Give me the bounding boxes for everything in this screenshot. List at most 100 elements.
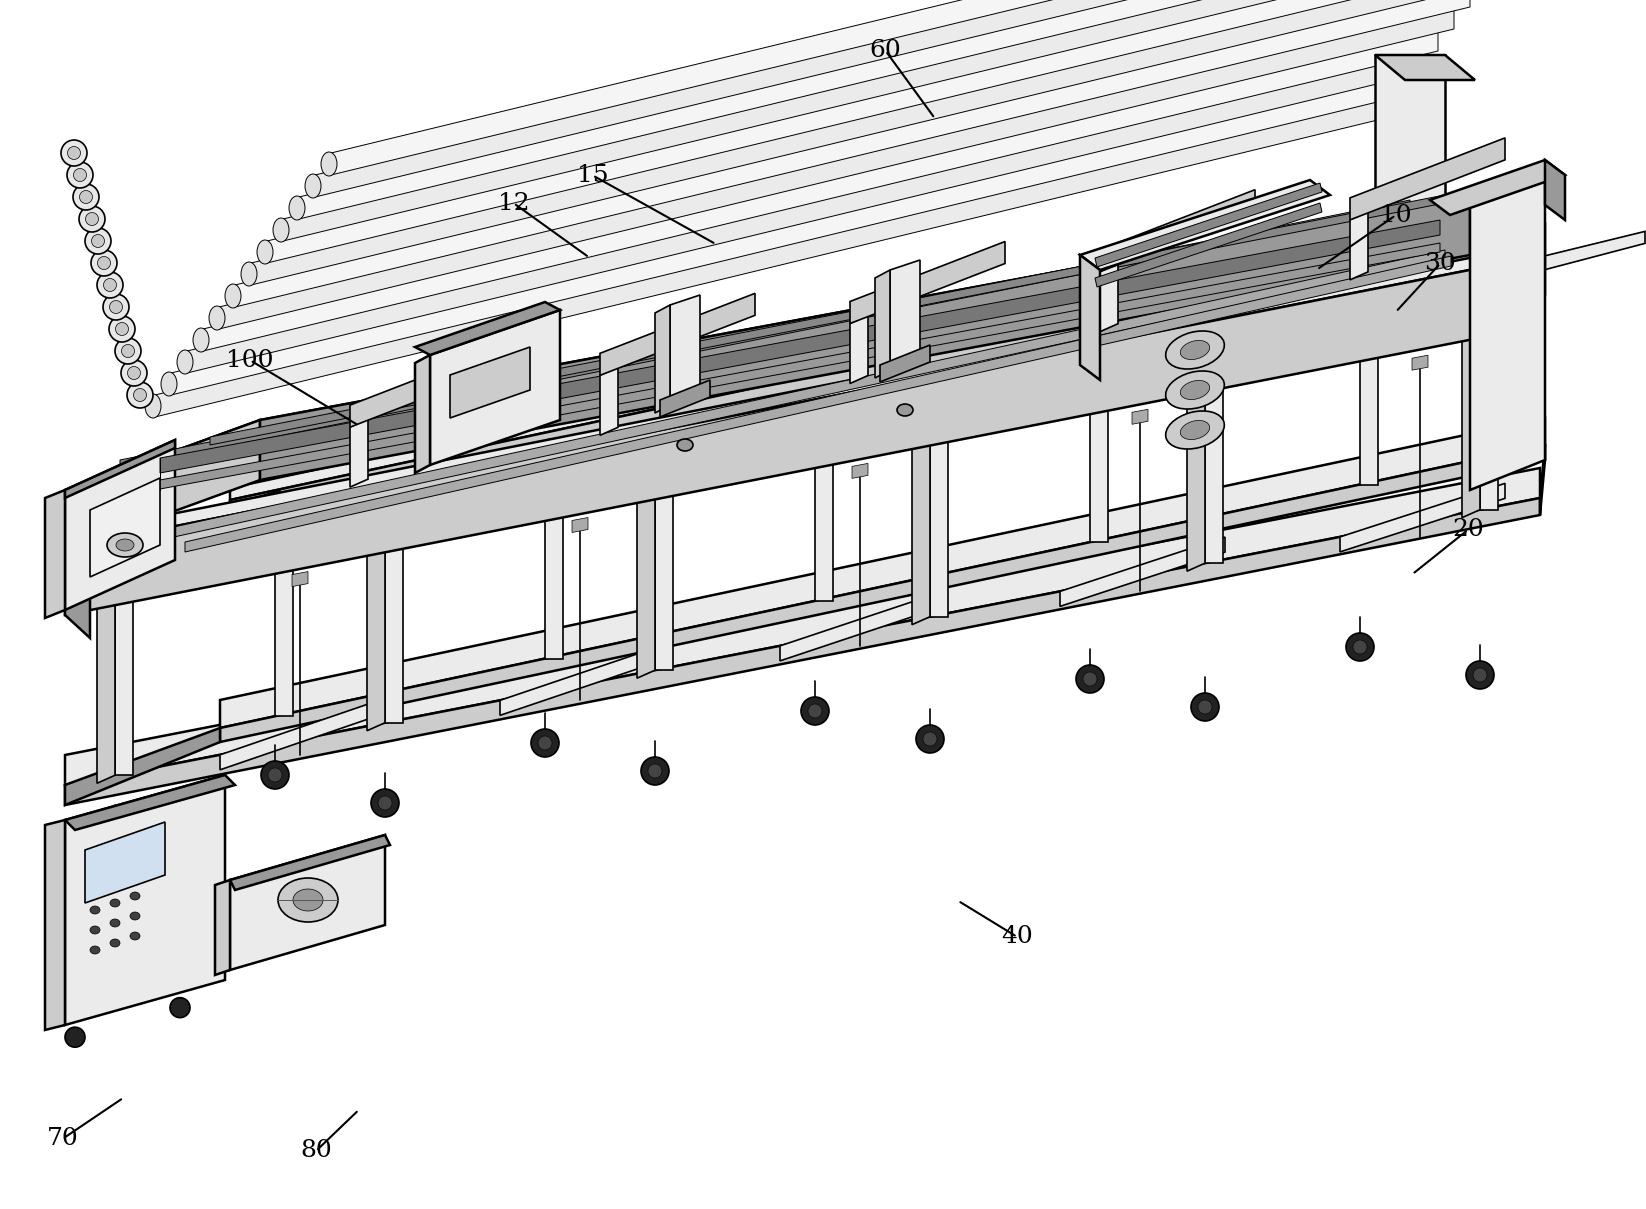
- Polygon shape: [545, 432, 563, 659]
- Polygon shape: [184, 256, 1452, 553]
- Ellipse shape: [640, 757, 668, 785]
- Polygon shape: [171, 73, 1406, 395]
- Text: 30: 30: [1424, 251, 1457, 276]
- Ellipse shape: [92, 235, 104, 248]
- Ellipse shape: [110, 939, 120, 947]
- Ellipse shape: [161, 372, 178, 397]
- Polygon shape: [1090, 316, 1108, 542]
- Polygon shape: [115, 491, 280, 554]
- Ellipse shape: [1346, 634, 1374, 661]
- Polygon shape: [1350, 138, 1504, 220]
- Polygon shape: [230, 835, 385, 970]
- Polygon shape: [1205, 325, 1223, 563]
- Ellipse shape: [1353, 640, 1366, 654]
- Polygon shape: [250, 0, 1486, 285]
- Ellipse shape: [1165, 411, 1225, 449]
- Ellipse shape: [145, 394, 161, 418]
- Polygon shape: [64, 775, 235, 831]
- Ellipse shape: [110, 919, 120, 927]
- Polygon shape: [1350, 212, 1368, 279]
- Ellipse shape: [109, 316, 135, 342]
- Ellipse shape: [802, 698, 830, 725]
- Ellipse shape: [1467, 661, 1495, 689]
- Polygon shape: [1360, 259, 1378, 485]
- Polygon shape: [1480, 231, 1644, 287]
- Polygon shape: [1470, 164, 1546, 490]
- Polygon shape: [64, 440, 174, 498]
- Ellipse shape: [1083, 672, 1096, 686]
- Polygon shape: [1340, 484, 1504, 553]
- Polygon shape: [97, 538, 115, 783]
- Ellipse shape: [79, 191, 92, 203]
- Ellipse shape: [240, 262, 257, 287]
- Polygon shape: [160, 220, 1440, 473]
- Polygon shape: [655, 305, 670, 413]
- Ellipse shape: [273, 218, 290, 242]
- Polygon shape: [1080, 180, 1330, 270]
- Polygon shape: [1095, 183, 1322, 267]
- Polygon shape: [1430, 160, 1565, 215]
- Ellipse shape: [109, 828, 122, 841]
- Polygon shape: [275, 488, 293, 716]
- Polygon shape: [1187, 325, 1205, 571]
- Polygon shape: [115, 538, 133, 775]
- Polygon shape: [930, 336, 1095, 394]
- Polygon shape: [219, 7, 1453, 329]
- Ellipse shape: [379, 796, 392, 810]
- Ellipse shape: [127, 382, 153, 407]
- Polygon shape: [1132, 410, 1147, 424]
- Ellipse shape: [1180, 421, 1210, 440]
- Ellipse shape: [79, 206, 105, 232]
- Polygon shape: [64, 248, 1519, 548]
- Ellipse shape: [67, 146, 81, 160]
- Ellipse shape: [1473, 669, 1486, 682]
- Ellipse shape: [1165, 331, 1225, 369]
- Polygon shape: [385, 439, 550, 501]
- Polygon shape: [95, 420, 260, 540]
- Ellipse shape: [91, 906, 100, 914]
- Polygon shape: [637, 433, 655, 678]
- Ellipse shape: [64, 1028, 86, 1047]
- Ellipse shape: [1180, 381, 1210, 399]
- Ellipse shape: [1180, 341, 1210, 359]
- Ellipse shape: [130, 912, 140, 920]
- Text: 100: 100: [227, 348, 273, 372]
- Polygon shape: [1374, 54, 1475, 80]
- Polygon shape: [449, 347, 530, 418]
- Ellipse shape: [104, 294, 128, 320]
- Polygon shape: [1095, 203, 1322, 287]
- Ellipse shape: [1076, 665, 1104, 693]
- Ellipse shape: [917, 725, 945, 753]
- Polygon shape: [331, 0, 1565, 175]
- Polygon shape: [655, 388, 820, 447]
- Polygon shape: [601, 294, 756, 375]
- Polygon shape: [86, 822, 165, 903]
- Polygon shape: [202, 29, 1439, 351]
- Polygon shape: [890, 260, 920, 370]
- Polygon shape: [849, 316, 867, 383]
- Polygon shape: [230, 208, 1541, 501]
- Ellipse shape: [115, 539, 133, 551]
- Ellipse shape: [115, 339, 142, 364]
- Text: 20: 20: [1452, 517, 1485, 542]
- Polygon shape: [1100, 264, 1118, 331]
- Polygon shape: [912, 380, 930, 625]
- Ellipse shape: [532, 729, 560, 757]
- Ellipse shape: [86, 213, 99, 226]
- Ellipse shape: [257, 241, 273, 264]
- Ellipse shape: [91, 945, 100, 954]
- Polygon shape: [415, 302, 560, 355]
- Polygon shape: [216, 880, 230, 974]
- Polygon shape: [881, 345, 930, 382]
- Ellipse shape: [649, 764, 662, 779]
- Polygon shape: [430, 310, 560, 465]
- Polygon shape: [930, 380, 948, 617]
- Ellipse shape: [91, 250, 117, 276]
- Polygon shape: [1080, 255, 1100, 380]
- Polygon shape: [235, 0, 1470, 307]
- Polygon shape: [300, 0, 1534, 219]
- Polygon shape: [351, 345, 505, 427]
- Polygon shape: [64, 536, 91, 638]
- Polygon shape: [500, 644, 665, 716]
- Ellipse shape: [923, 731, 937, 746]
